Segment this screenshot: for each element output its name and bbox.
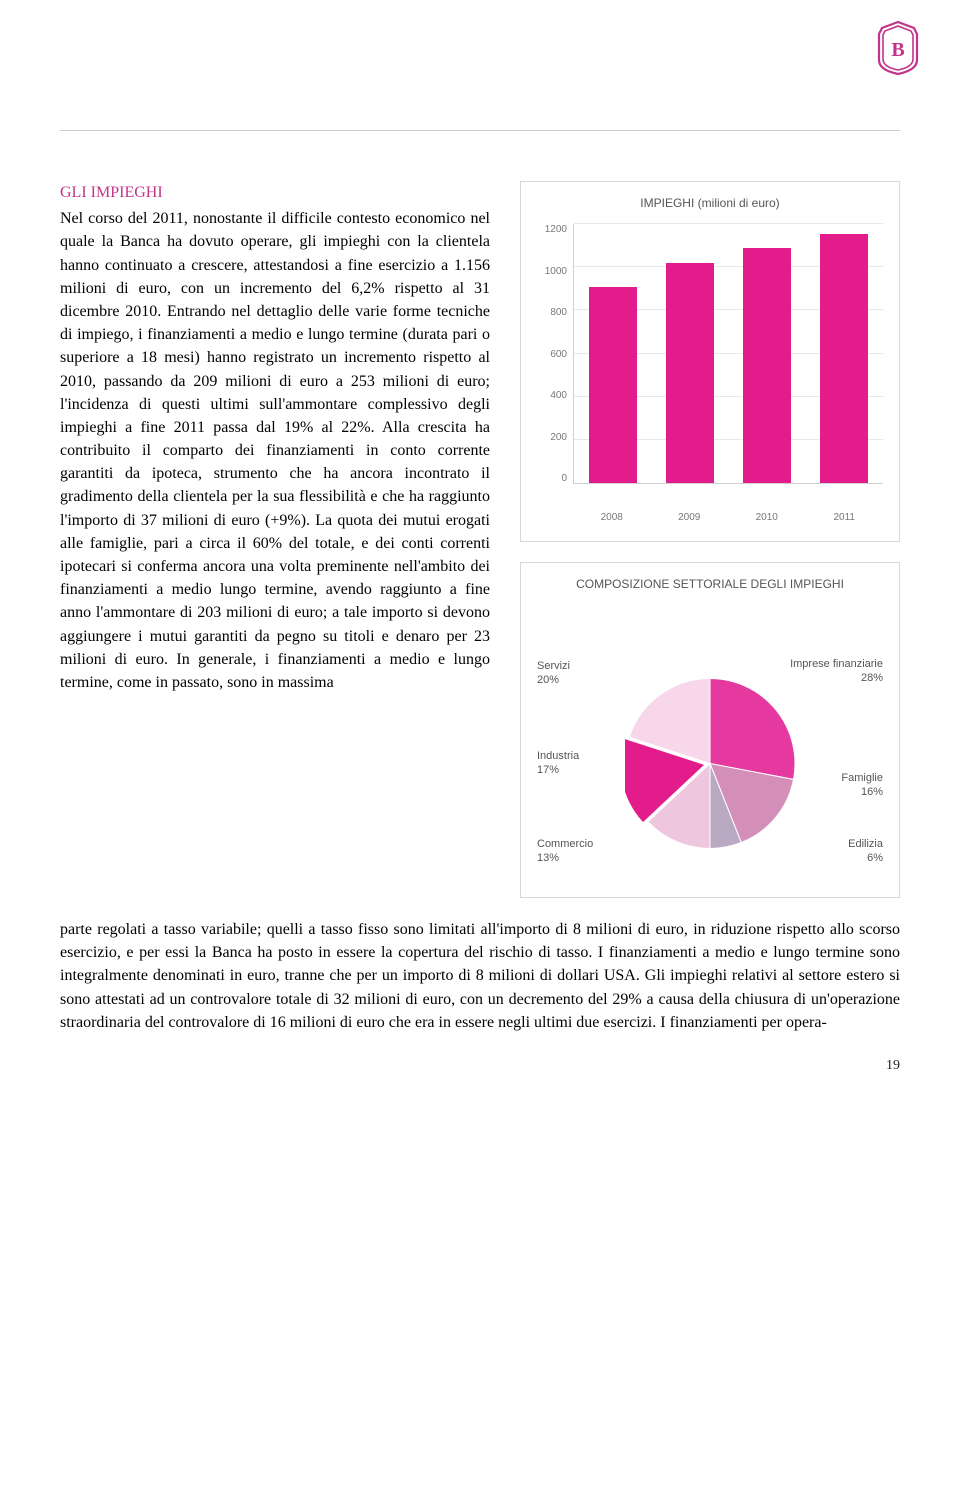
pie-chart-box: COMPOSIZIONE SETTORIALE DEGLI IMPIEGHI S… <box>520 562 900 898</box>
bar-chart-box: IMPIEGHI (milioni di euro) 1200 1000 800… <box>520 181 900 542</box>
bar <box>820 234 868 484</box>
bar-chart-title: IMPIEGHI (milioni di euro) <box>537 196 883 210</box>
pie-label-servizi: Servizi 20% <box>537 659 570 688</box>
pie-slice <box>710 678 795 779</box>
pie-chart-title: COMPOSIZIONE SETTORIALE DEGLI IMPIEGHI <box>537 577 883 591</box>
bank-logo-icon: B <box>876 20 920 76</box>
bar-chart-yaxis: 1200 1000 800 600 400 200 0 <box>537 224 573 484</box>
pie-chart-svg <box>625 678 795 853</box>
page-number: 19 <box>60 1058 900 1074</box>
top-rule <box>60 130 900 131</box>
bar-chart-plot <box>573 224 883 484</box>
bar-chart-xaxis: 2008 2009 2010 2011 <box>573 512 883 523</box>
body-text-left: Nel corso del 2011, nonostante il diffic… <box>60 210 490 691</box>
section-heading: GLI IMPIEGHI <box>60 181 490 204</box>
pie-label-edilizia: Edilizia 6% <box>848 837 883 866</box>
bar <box>666 263 714 483</box>
body-text-fullwidth: parte regolati a tasso variabile; quelli… <box>60 918 900 1034</box>
pie-label-famiglie: Famiglie 16% <box>841 771 883 800</box>
pie-label-industria: Industria 17% <box>537 749 579 778</box>
bar <box>589 287 637 483</box>
pie-label-commercio: Commercio 13% <box>537 837 593 866</box>
pie-label-imprese: Imprese finanziarie 28% <box>790 657 883 686</box>
svg-text:B: B <box>891 39 904 61</box>
bar <box>743 248 791 483</box>
